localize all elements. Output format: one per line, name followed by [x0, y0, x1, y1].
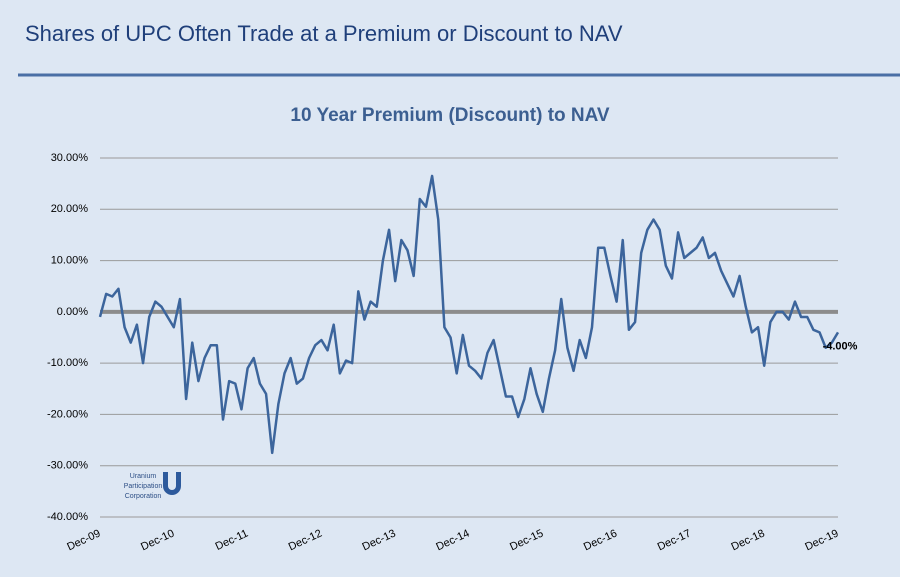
logo-text: Corporation	[125, 493, 162, 500]
x-tick-label: Dec-11	[214, 527, 250, 553]
line-series	[98, 174, 840, 455]
x-tick-label: Dec-12	[287, 527, 324, 553]
y-tick-label: 10.00%	[51, 254, 89, 266]
logo: Uranium Participation Corporation	[124, 472, 181, 500]
y-tick-label: -10.00%	[47, 357, 88, 369]
x-tick-label: Dec-13	[360, 527, 397, 553]
logo-mark	[163, 472, 181, 495]
chart-title: 10 Year Premium (Discount) to NAV	[290, 105, 610, 126]
x-tick-label: Dec-09	[65, 527, 102, 553]
y-tick-label: 0.00%	[57, 306, 88, 318]
x-tick-label: Dec-18	[729, 527, 766, 553]
logo-text: Uranium	[130, 473, 157, 480]
x-tick-label: Dec-10	[139, 527, 176, 553]
x-tick-label: Dec-15	[508, 527, 545, 553]
y-tick-label: -40.00%	[47, 511, 88, 523]
slide-title: Shares of UPC Often Trade at a Premium o…	[25, 21, 623, 46]
logo-text: Participation	[124, 483, 163, 490]
y-tick-label: -20.00%	[47, 408, 88, 420]
y-tick-label: 30.00%	[51, 152, 89, 164]
x-tick-label: Dec-14	[434, 527, 471, 553]
y-tick-label: 20.00%	[51, 203, 89, 215]
data-label: -4.00%	[823, 340, 858, 352]
x-tick-label: Dec-16	[582, 527, 619, 553]
x-tick-label: Dec-17	[656, 527, 693, 553]
y-tick-label: -30.00%	[47, 460, 88, 472]
x-tick-label: Dec-19	[803, 527, 840, 553]
